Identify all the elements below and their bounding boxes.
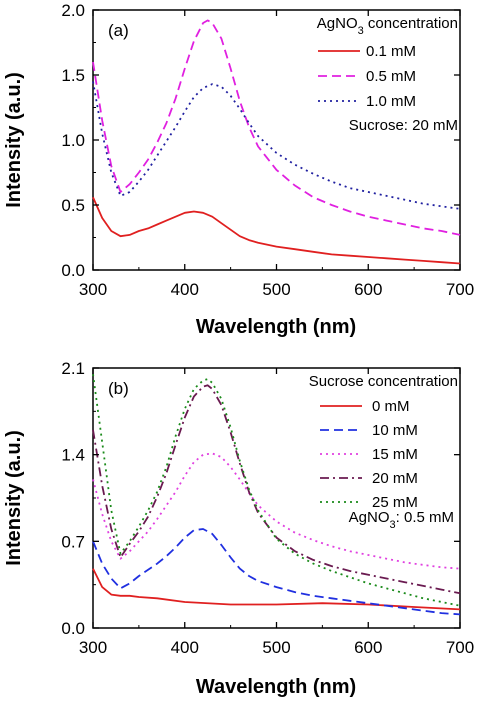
panel-b-legend-note: AgNO3: 0.5 mM (349, 509, 454, 531)
x-tick-label: 300 (79, 638, 107, 657)
x-tick-label: 300 (79, 280, 107, 299)
panel-b-ylabel: Intensity (a.u.) (3, 430, 25, 566)
legend-label: 20 mM (372, 470, 418, 487)
panel-a-legend-note: Sucrose: 20 mM (349, 117, 458, 134)
panel-b-label: (b) (108, 379, 129, 398)
x-tick-label: 600 (354, 280, 382, 299)
panel-b-legend-items: 0 mM 10 mM 15 mM 20 mM 25 mM (320, 398, 418, 511)
panel-b-legend-title: Sucrose concentration (309, 373, 458, 390)
x-tick-label: 700 (446, 638, 474, 657)
panel-a-ticks: 300 400 500 600 700 0.0 0.5 1.0 1.5 2.0 (61, 1, 474, 299)
panel-a-legend: AgNO3 concentration 0.1 mM 0.5 mM 1.0 mM S… (317, 15, 458, 134)
series-line-0-5-mm (92, 19, 461, 236)
y-tick-label: 0.0 (61, 619, 85, 638)
series-line-10-mm (92, 528, 461, 616)
legend-label: 0.5 mM (366, 68, 416, 85)
panel-a-xlabel: Wavelength (nm) (196, 316, 356, 338)
x-tick-label: 700 (446, 280, 474, 299)
panel-b-series (92, 374, 461, 616)
legend-label: 1.0 mM (366, 93, 416, 110)
x-tick-label: 600 (354, 638, 382, 657)
panel-a-legend-items: 0.1 mM 0.5 mM 1.0 mM (318, 43, 416, 110)
x-tick-label: 400 (171, 280, 199, 299)
panel-b-xlabel: Wavelength (nm) (196, 676, 356, 698)
panel-b-legend: Sucrose concentration 0 mM 10 mM 15 mM 20 m… (309, 373, 458, 531)
panel-a-chart: 300 400 500 600 700 0.0 0.5 1.0 1.5 2.0 (a) Wavel… (3, 1, 474, 338)
legend-label: 0.1 mM (366, 43, 416, 60)
panel-a-legend-title: AgNO3 concentration (317, 15, 458, 37)
y-tick-label: 1.0 (61, 131, 85, 150)
y-tick-label: 1.4 (61, 446, 85, 465)
x-tick-label: 500 (262, 638, 290, 657)
legend-label: 25 mM (372, 494, 418, 511)
legend-label: 15 mM (372, 446, 418, 463)
x-tick-label: 500 (262, 280, 290, 299)
panel-a-label: (a) (108, 21, 129, 40)
panel-b-chart: 300 400 500 600 700 0.0 0.7 1.4 2.1 (b) Waveleng… (3, 359, 474, 698)
legend-label: 10 mM (372, 422, 418, 439)
y-tick-label: 0.5 (61, 196, 85, 215)
x-tick-label: 400 (171, 638, 199, 657)
series-line-20-mm (92, 384, 461, 595)
series-line-1-0-mm (92, 81, 461, 210)
series-line-0-1-mm (92, 196, 461, 265)
panel-a-ylabel: Intensity (a.u.) (3, 72, 25, 208)
y-tick-label: 0.0 (61, 261, 85, 280)
y-tick-label: 1.5 (61, 66, 85, 85)
series-line-0-mm (92, 568, 461, 611)
y-tick-label: 2.1 (61, 359, 85, 378)
panel-b-ticks: 300 400 500 600 700 0.0 0.7 1.4 2.1 (61, 359, 474, 657)
panel-a-series (92, 19, 461, 265)
y-tick-label: 2.0 (61, 1, 85, 20)
legend-label: 0 mM (372, 398, 410, 415)
y-tick-label: 0.7 (61, 532, 85, 551)
